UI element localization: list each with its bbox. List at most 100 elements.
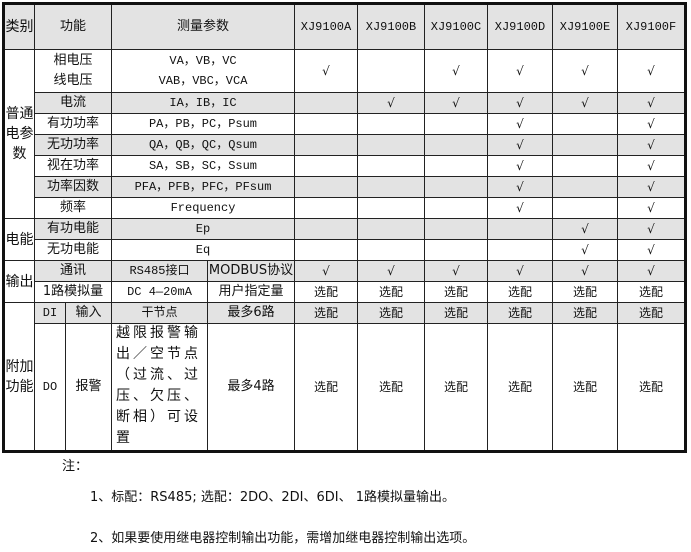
- support-cell: [294, 92, 358, 114]
- support-cell: [424, 134, 488, 156]
- params-label: Frequency: [170, 201, 236, 215]
- table-row: DO 报警 越限报警输出／空节点（过流、过压、欠压、断相）可设置 最多4路 选配 选配 选配…: [4, 323, 686, 452]
- support-cell: [294, 113, 358, 135]
- support-cell: 选配: [424, 281, 488, 303]
- params-cell-2: 用户指定量: [207, 281, 295, 303]
- header-function: 功能: [34, 3, 112, 50]
- check-mark: √: [552, 92, 618, 114]
- support-cell: [552, 113, 618, 135]
- support-cell: 选配: [617, 281, 686, 303]
- table-row: 频率 Frequency √ √: [4, 197, 686, 219]
- params-cell: VA，VB，VC VAB，VBC，VCA: [111, 49, 295, 93]
- function-label: 无功电能: [46, 242, 99, 257]
- note-1: 1、标配：RS485; 选配：2DO、2DI、6DI、 1路模拟量输出。: [90, 490, 456, 505]
- function-type: 报警: [65, 323, 112, 452]
- check-mark: √: [487, 92, 553, 114]
- header-model: XJ9100B: [357, 3, 425, 50]
- support-cell: 选配: [552, 281, 618, 303]
- category-cell: 普通电参数: [3, 49, 35, 219]
- check-mark: √: [424, 92, 488, 114]
- check-mark: √: [424, 49, 488, 93]
- support-cell: [424, 218, 488, 240]
- support-cell: 选配: [487, 281, 553, 303]
- support-cell: 选配: [552, 323, 618, 452]
- support-cell: 选配: [487, 323, 553, 452]
- table-row: 功率因数 PFA，PFB，PFC，PFsum √ √: [4, 176, 686, 198]
- header-row: 类别 功能 测量参数 XJ9100A XJ9100B XJ9100C XJ9100D XJ91…: [3, 3, 686, 50]
- support-cell: 选配: [294, 323, 358, 452]
- check-mark: √: [617, 176, 686, 198]
- params-label: VAB，VBC，VCA: [158, 74, 248, 88]
- support-cell: [357, 239, 425, 261]
- check-mark: √: [552, 260, 618, 282]
- support-cell: 选配: [357, 323, 425, 452]
- table-row: 视在功率 SA，SB，SC，Ssum √ √: [4, 155, 686, 177]
- params-label: PA，PB，PC，Psum: [148, 117, 257, 131]
- function-type: 输入: [65, 302, 112, 324]
- check-mark: √: [617, 92, 686, 114]
- check-mark: √: [487, 197, 553, 219]
- support-cell: [487, 218, 553, 240]
- function-label: 电流: [59, 95, 86, 110]
- header-model: XJ9100E: [552, 3, 618, 50]
- support-cell: [424, 113, 488, 135]
- params-cell: QA，QB，QC，Qsum: [111, 134, 295, 156]
- function-cell: 功率因数: [34, 176, 112, 198]
- support-cell: 选配: [617, 302, 686, 324]
- table-row: 电能 有功电能 Ep √ √: [3, 218, 686, 261]
- check-mark: √: [552, 49, 618, 93]
- check-mark: √: [424, 260, 488, 282]
- support-cell: [552, 134, 618, 156]
- function-cell: 有功电能: [34, 218, 112, 240]
- check-mark: √: [487, 113, 553, 135]
- check-mark: √: [487, 134, 553, 156]
- support-cell: [357, 176, 425, 198]
- function-label: 有功电能: [46, 221, 99, 236]
- support-cell: [357, 197, 425, 219]
- header-model: XJ9100A: [294, 3, 358, 50]
- function-label: 有功功率: [46, 116, 99, 131]
- function-cell: 通讯: [34, 260, 112, 282]
- support-cell: [294, 155, 358, 177]
- check-mark: √: [487, 176, 553, 198]
- support-cell: [357, 218, 425, 240]
- spec-table: 类别 功能 测量参数 XJ9100A XJ9100B XJ9100C XJ9100D XJ91…: [2, 2, 687, 453]
- function-label: 线电压: [53, 73, 93, 88]
- params-cell: PA，PB，PC，Psum: [111, 113, 295, 135]
- params-label: QA，QB，QC，Qsum: [148, 138, 257, 152]
- check-mark: √: [617, 197, 686, 219]
- function-cell: 无功功率: [34, 134, 112, 156]
- function-cell: 无功电能: [34, 239, 112, 261]
- check-mark: √: [617, 260, 686, 282]
- support-cell: [424, 155, 488, 177]
- check-mark: √: [617, 155, 686, 177]
- table-row: 普通电参数 相电压 线电压 VA，VB，VC VAB，VBC，VCA √ √ √ √ √: [3, 49, 686, 219]
- support-cell: 选配: [357, 302, 425, 324]
- check-mark: √: [617, 49, 686, 93]
- support-cell: [294, 197, 358, 219]
- support-cell: [424, 197, 488, 219]
- params-cell: Ep: [111, 218, 295, 240]
- function-cell: 有功功率: [34, 113, 112, 135]
- params-label: Eq: [195, 243, 211, 257]
- support-cell: 选配: [487, 302, 553, 324]
- support-cell: 选配: [424, 323, 488, 452]
- function-cell: 频率: [34, 197, 112, 219]
- function-label: 通讯: [59, 263, 86, 278]
- support-cell: [294, 134, 358, 156]
- support-cell: [294, 239, 358, 261]
- check-mark: √: [552, 239, 618, 261]
- params-cell: IA，IB，IC: [111, 92, 295, 114]
- check-mark: √: [552, 218, 618, 240]
- support-cell: 选配: [424, 302, 488, 324]
- header-model: XJ9100F: [617, 3, 686, 50]
- function-cell: 相电压 线电压: [34, 49, 112, 93]
- function-label: 1路模拟量: [42, 284, 104, 299]
- header-category: 类别: [3, 3, 35, 50]
- support-cell: [357, 134, 425, 156]
- check-mark: √: [617, 218, 686, 240]
- support-cell: [552, 176, 618, 198]
- support-cell: [294, 176, 358, 198]
- header-model: XJ9100C: [424, 3, 488, 50]
- support-cell: [552, 197, 618, 219]
